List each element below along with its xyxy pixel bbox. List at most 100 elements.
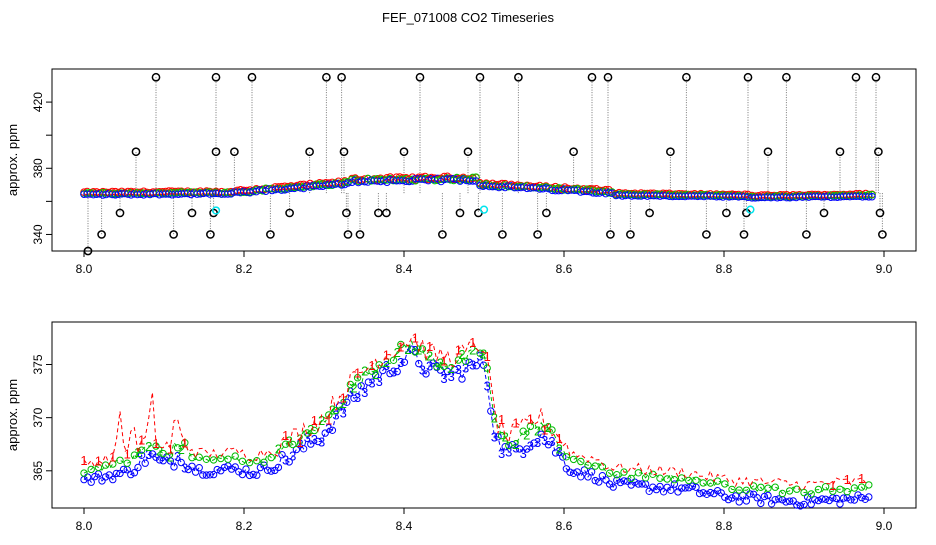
series-3-point bbox=[350, 394, 358, 402]
bottom-y-axis: 365 370 375 bbox=[31, 354, 52, 481]
series-2-point bbox=[670, 476, 679, 484]
series-3-point bbox=[202, 471, 211, 479]
bottom-x-tick-label: 8.2 bbox=[236, 519, 253, 533]
point-green bbox=[341, 178, 349, 186]
series-2-label: 2 bbox=[307, 422, 314, 437]
series-2-point bbox=[461, 357, 470, 365]
top-plot-frame bbox=[51, 68, 917, 252]
series-3-point bbox=[695, 489, 704, 498]
outlier-point bbox=[285, 208, 294, 218]
series-3-point bbox=[573, 468, 581, 476]
series-3-point bbox=[818, 495, 826, 503]
series-2-point bbox=[433, 363, 441, 371]
series-3-point bbox=[577, 473, 585, 481]
series-3-point bbox=[379, 366, 387, 375]
series-2-point bbox=[692, 476, 700, 484]
series-3-point bbox=[753, 494, 761, 502]
series-2-point bbox=[764, 484, 772, 492]
series-1-label: 1 bbox=[844, 472, 851, 487]
series-2-point bbox=[346, 380, 355, 389]
top-panel: 8.0 8.2 8.4 8.6 8.8 9.0 340 380 420 approx. ppm bbox=[5, 68, 917, 276]
series-3-point bbox=[667, 486, 675, 494]
series-3-label: 3 bbox=[556, 444, 563, 459]
series-3-point bbox=[821, 495, 830, 503]
series-3-point bbox=[861, 495, 869, 503]
series-2-label: 2 bbox=[145, 439, 152, 454]
series-2-point bbox=[101, 461, 110, 469]
series-3-point bbox=[832, 494, 841, 503]
series-3-point bbox=[800, 500, 808, 509]
series-1-label: 1 bbox=[829, 478, 836, 493]
series-3-point bbox=[415, 359, 423, 368]
series-2-point bbox=[685, 476, 693, 485]
series-2-label: 2 bbox=[448, 361, 455, 376]
series-3-point bbox=[742, 497, 751, 505]
series-2-point bbox=[721, 480, 729, 488]
series-3-label: 3 bbox=[440, 371, 447, 386]
series-2-point bbox=[562, 453, 571, 461]
series-2-label: 2 bbox=[340, 396, 347, 411]
series-1-label: 1 bbox=[512, 416, 519, 431]
series-2-point bbox=[202, 455, 211, 463]
series-3-point bbox=[386, 369, 394, 378]
series-2-point bbox=[397, 340, 405, 349]
outlier-point bbox=[115, 208, 125, 218]
series-3-point bbox=[307, 440, 315, 448]
series-3-point bbox=[739, 491, 747, 499]
outlier-point bbox=[819, 208, 829, 218]
series-2-label: 2 bbox=[156, 444, 163, 459]
series-3-label: 3 bbox=[505, 445, 512, 460]
series-3-point bbox=[134, 463, 142, 472]
series-1-label: 1 bbox=[858, 471, 865, 486]
series-3-point bbox=[598, 472, 607, 480]
series-3-point bbox=[127, 470, 135, 479]
series-3-point bbox=[764, 491, 772, 500]
series-1-label: 1 bbox=[95, 454, 102, 469]
series-2-point bbox=[843, 488, 851, 496]
top-x-tick-label: 9.0 bbox=[876, 262, 893, 276]
series-3-point bbox=[613, 476, 621, 484]
series-3-point bbox=[253, 471, 261, 479]
outlier-point bbox=[463, 147, 473, 157]
series-3-point bbox=[501, 443, 509, 451]
series-3-point bbox=[220, 463, 229, 472]
series-2-point bbox=[634, 469, 643, 477]
series-2-point bbox=[231, 452, 239, 460]
outlier-point bbox=[455, 208, 465, 218]
series-3-label: 3 bbox=[462, 361, 469, 376]
outlier-point bbox=[415, 72, 425, 82]
series-2-line bbox=[83, 339, 870, 495]
series-2-label: 2 bbox=[545, 420, 552, 435]
outlier-point bbox=[782, 72, 791, 82]
series-1-label: 1 bbox=[440, 354, 447, 369]
series-2-point bbox=[289, 440, 297, 449]
series-1-label: 1 bbox=[181, 436, 188, 451]
series-3-label: 3 bbox=[174, 449, 181, 464]
series-3-point bbox=[209, 470, 218, 479]
series-1-label: 1 bbox=[484, 349, 491, 364]
series-3-label: 3 bbox=[455, 362, 462, 377]
series-3-line bbox=[83, 348, 870, 507]
series-2-point bbox=[771, 483, 779, 491]
top-x-tick-label: 8.0 bbox=[76, 262, 93, 276]
series-1-label: 1 bbox=[455, 343, 462, 358]
series-3-point bbox=[569, 469, 578, 477]
series-2-point bbox=[620, 468, 628, 476]
series-2-point bbox=[238, 457, 247, 465]
bottom-x-tick-label: 8.0 bbox=[76, 519, 93, 533]
series-3-point bbox=[595, 478, 603, 486]
series-2-point bbox=[785, 487, 794, 495]
series-3-point bbox=[807, 500, 815, 508]
series-3-point bbox=[757, 499, 765, 508]
outlier-point bbox=[230, 147, 239, 157]
series-3-point bbox=[101, 473, 110, 481]
outlier-point bbox=[514, 72, 523, 82]
series-2-point bbox=[591, 462, 599, 470]
top-y-tick-label: 340 bbox=[31, 224, 45, 244]
bottom-x-tick-label: 8.4 bbox=[396, 519, 413, 533]
outlier-point bbox=[498, 230, 507, 239]
series-1-label: 1 bbox=[541, 422, 548, 437]
series-3-point bbox=[238, 470, 247, 479]
series-3-point bbox=[451, 366, 459, 374]
outlier-point bbox=[399, 147, 409, 157]
